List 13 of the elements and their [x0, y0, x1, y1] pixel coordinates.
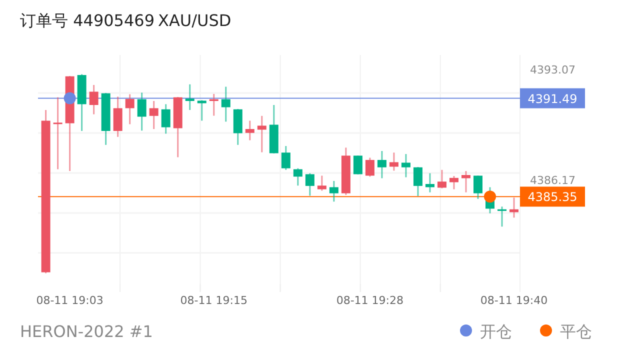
- ref-line-label: 4391.49: [528, 92, 578, 106]
- x-tick-label: 08-11 19:03: [36, 294, 104, 307]
- x-tick-label: 08-11 19:28: [336, 294, 404, 307]
- subtitle: XAU/USD: [158, 11, 232, 30]
- ref-line-label: 4385.35: [528, 190, 578, 204]
- x-tick-label: 08-11 19:40: [480, 294, 548, 307]
- legend-label: 平仓: [560, 322, 592, 341]
- text: HERON-2022 #1: [20, 322, 153, 341]
- y-tick-label: 4386.17: [530, 174, 576, 188]
- title: 订单号 44905469: [20, 11, 155, 30]
- legend-label: 开仓: [480, 322, 512, 341]
- y-tick-label: 4393.07: [530, 63, 576, 76]
- x-tick-label: 08-11 19:15: [180, 294, 248, 307]
